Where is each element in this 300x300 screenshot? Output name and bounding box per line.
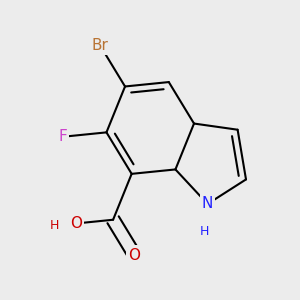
Text: N: N xyxy=(202,196,213,211)
Text: H: H xyxy=(200,225,209,238)
Text: O: O xyxy=(128,248,140,262)
Text: Br: Br xyxy=(92,38,108,52)
Text: O: O xyxy=(70,216,82,231)
Text: F: F xyxy=(58,129,67,144)
Text: H: H xyxy=(49,219,59,232)
